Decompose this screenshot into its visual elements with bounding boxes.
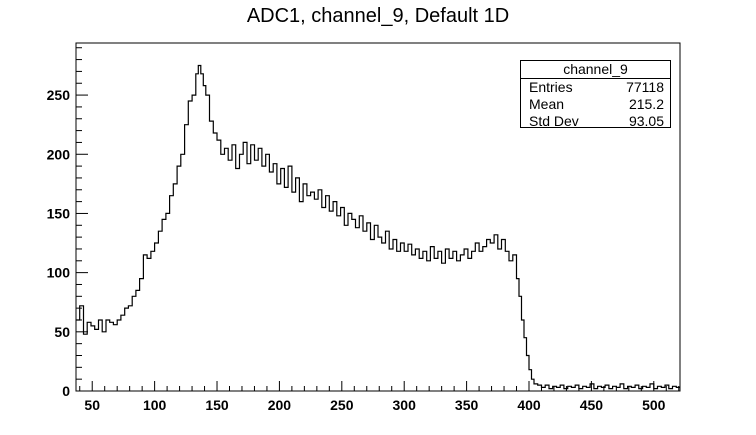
x-tick-label: 350 bbox=[455, 397, 479, 413]
stats-value-mean: 215.2 bbox=[628, 96, 664, 112]
plot-frame bbox=[75, 42, 681, 392]
chart-title: ADC1, channel_9, Default 1D bbox=[246, 5, 510, 27]
x-tick-label: 250 bbox=[330, 397, 354, 413]
x-tick-label: 300 bbox=[393, 397, 417, 413]
y-tick-label: 200 bbox=[47, 146, 71, 162]
stats-label-entries: Entries bbox=[529, 79, 573, 95]
x-tick-label: 150 bbox=[205, 397, 229, 413]
histogram-series-line bbox=[76, 64, 680, 390]
stats-title: channel_9 bbox=[521, 61, 670, 79]
stats-label-mean: Mean bbox=[529, 96, 565, 112]
stats-value-entries: 77118 bbox=[626, 79, 664, 95]
y-tick-label: 50 bbox=[54, 324, 70, 340]
x-tick-label: 200 bbox=[268, 397, 292, 413]
x-tick-label: 400 bbox=[517, 397, 541, 413]
y-tick-label: 100 bbox=[47, 265, 71, 281]
x-tick-label: 500 bbox=[642, 397, 666, 413]
stats-row-mean: Mean 215.2 bbox=[521, 96, 670, 113]
stats-label-std-dev: Std Dev bbox=[529, 113, 579, 129]
stats-row-entries: Entries 77118 bbox=[521, 79, 670, 96]
stats-row-std-dev: Std Dev 93.05 bbox=[521, 113, 670, 130]
stats-box: channel_9 Entries 77118 Mean 215.2 Std D… bbox=[520, 60, 671, 130]
x-tick-label: 50 bbox=[84, 397, 100, 413]
y-tick-label: 150 bbox=[47, 205, 71, 221]
stats-value-std-dev: 93.05 bbox=[628, 113, 664, 129]
y-tick-label: 0 bbox=[62, 383, 70, 399]
y-tick-label: 250 bbox=[47, 87, 71, 103]
x-tick-label: 450 bbox=[580, 397, 604, 413]
x-tick-label: 100 bbox=[143, 397, 167, 413]
